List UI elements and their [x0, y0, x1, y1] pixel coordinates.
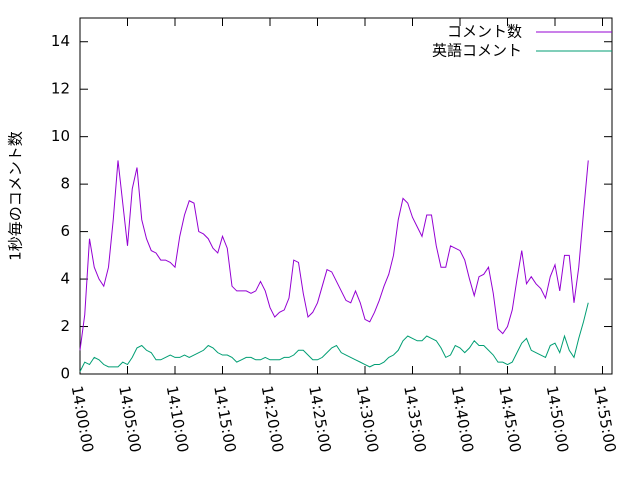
legend-label: コメント数	[447, 23, 522, 41]
y-tick-label: 14	[51, 32, 70, 50]
x-tick-label: 14:45:00	[495, 384, 524, 453]
y-axis-label: 1秒毎のコメント数	[7, 131, 25, 261]
x-tick-label: 14:30:00	[353, 384, 382, 453]
x-tick-label: 14:20:00	[258, 384, 287, 453]
x-tick-label: 14:50:00	[543, 384, 572, 453]
y-tick-label: 6	[60, 222, 70, 240]
y-tick-label: 12	[51, 80, 70, 98]
y-tick-label: 2	[60, 317, 70, 335]
x-tick-label: 14:25:00	[305, 384, 334, 453]
y-tick-label: 8	[60, 175, 70, 193]
x-tick-label: 14:35:00	[400, 384, 429, 453]
y-tick-label: 0	[60, 365, 70, 383]
x-tick-label: 14:55:00	[590, 384, 619, 453]
x-tick-label: 14:40:00	[448, 384, 477, 453]
series-line	[79, 160, 589, 351]
y-tick-label: 4	[60, 270, 70, 288]
series-line	[79, 302, 589, 372]
plot-border	[79, 17, 613, 375]
x-tick-label: 14:10:00	[163, 384, 192, 453]
y-tick-label: 10	[51, 127, 70, 145]
legend-label: 英語コメント	[432, 42, 522, 60]
x-tick-label: 14:05:00	[115, 384, 144, 453]
x-tick-label: 14:00:00	[68, 384, 97, 453]
x-tick-label: 14:15:00	[210, 384, 239, 453]
